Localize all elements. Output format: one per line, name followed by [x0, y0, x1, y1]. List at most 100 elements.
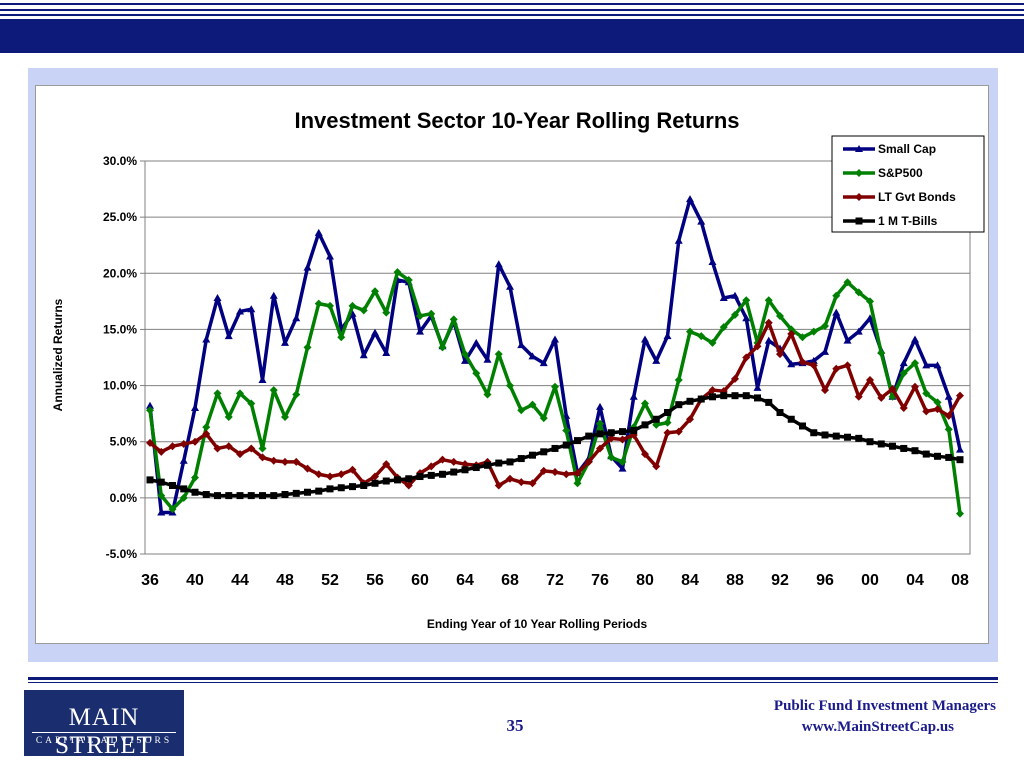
- data-point-1-m-t-bills: [709, 393, 716, 401]
- data-point-lt-gvt-bonds: [314, 470, 323, 479]
- data-point-s-p500: [764, 296, 773, 305]
- logo-rule: [32, 732, 176, 733]
- data-point-s-p500: [731, 310, 739, 319]
- data-point-s-p500: [933, 398, 942, 407]
- data-point-lt-gvt-bonds: [854, 392, 863, 401]
- header-band: [0, 19, 1024, 53]
- data-point-small-cap: [652, 356, 661, 364]
- data-point-s-p500: [236, 389, 244, 398]
- data-point-1-m-t-bills: [472, 464, 480, 472]
- data-point-1-m-t-bills: [686, 397, 694, 405]
- data-point-lt-gvt-bonds: [821, 386, 829, 395]
- data-point-s-p500: [281, 413, 289, 422]
- data-point-small-cap: [764, 336, 773, 344]
- data-point-1-m-t-bills: [202, 490, 210, 498]
- data-point-small-cap: [753, 383, 762, 391]
- data-point-s-p500: [157, 491, 166, 500]
- legend-marker-s-p500: [855, 169, 863, 177]
- data-point-1-m-t-bills: [551, 444, 559, 452]
- data-point-s-p500: [224, 413, 233, 422]
- data-point-1-m-t-bills: [675, 401, 683, 409]
- y-tick-label: 20.0%: [103, 266, 137, 280]
- x-tick-label: 60: [411, 572, 429, 589]
- data-point-1-m-t-bills: [506, 458, 514, 466]
- data-point-lt-gvt-bonds: [539, 466, 548, 475]
- data-point-s-p500: [483, 390, 492, 399]
- x-tick-label: 84: [681, 572, 699, 589]
- data-point-s-p500: [168, 505, 177, 514]
- data-point-s-p500: [247, 399, 256, 408]
- data-point-lt-gvt-bonds: [292, 457, 301, 466]
- data-point-1-m-t-bills: [529, 451, 536, 459]
- data-point-1-m-t-bills: [945, 453, 953, 461]
- data-point-small-cap: [899, 359, 908, 367]
- data-point-s-p500: [303, 343, 312, 352]
- data-point-lt-gvt-bonds: [326, 472, 334, 481]
- data-point-s-p500: [359, 306, 368, 315]
- data-point-lt-gvt-bonds: [461, 460, 469, 469]
- data-point-1-m-t-bills: [934, 452, 941, 460]
- data-point-lt-gvt-bonds: [764, 318, 773, 327]
- x-tick-label: 40: [186, 572, 204, 589]
- data-point-1-m-t-bills: [247, 492, 255, 500]
- website-link[interactable]: www.MainStreetCap.us: [801, 719, 954, 735]
- data-point-s-p500: [382, 308, 391, 317]
- data-point-1-m-t-bills: [450, 468, 458, 476]
- data-point-s-p500: [213, 389, 222, 398]
- data-point-s-p500: [596, 419, 604, 428]
- data-point-s-p500: [258, 444, 267, 453]
- data-point-lt-gvt-bonds: [956, 391, 964, 400]
- data-point-lt-gvt-bonds: [494, 481, 503, 490]
- data-point-small-cap: [731, 291, 739, 299]
- data-point-1-m-t-bills: [157, 478, 165, 486]
- chart-frame: [35, 85, 989, 644]
- data-point-small-cap: [213, 293, 222, 301]
- data-point-1-m-t-bills: [461, 466, 469, 474]
- data-point-small-cap: [528, 352, 537, 360]
- x-tick-label: 68: [501, 572, 519, 589]
- data-point-small-cap: [506, 282, 514, 290]
- data-point-1-m-t-bills: [259, 492, 266, 500]
- data-point-small-cap: [359, 351, 368, 359]
- data-point-1-m-t-bills: [495, 459, 503, 467]
- data-point-lt-gvt-bonds: [832, 364, 841, 373]
- data-point-1-m-t-bills: [405, 475, 413, 483]
- data-point-s-p500: [911, 359, 919, 368]
- data-point-1-m-t-bills: [607, 429, 615, 437]
- data-point-1-m-t-bills: [821, 431, 829, 439]
- data-point-lt-gvt-bonds: [236, 450, 244, 459]
- data-point-small-cap: [483, 355, 492, 363]
- data-point-1-m-t-bills: [765, 398, 773, 406]
- data-point-lt-gvt-bonds: [371, 472, 379, 481]
- data-point-small-cap: [911, 335, 919, 343]
- data-point-small-cap: [686, 195, 694, 203]
- company-name: Public Fund Investment Managers: [773, 698, 996, 714]
- data-point-s-p500: [269, 386, 278, 395]
- data-point-1-m-t-bills: [731, 392, 739, 400]
- data-point-lt-gvt-bonds: [607, 434, 616, 443]
- data-point-small-cap: [292, 314, 301, 322]
- data-point-lt-gvt-bonds: [382, 460, 391, 469]
- data-point-small-cap: [517, 341, 526, 349]
- data-point-lt-gvt-bonds: [596, 444, 604, 453]
- data-point-s-p500: [404, 276, 413, 285]
- data-point-1-m-t-bills: [922, 450, 930, 458]
- data-point-small-cap: [494, 260, 503, 268]
- data-point-1-m-t-bills: [270, 492, 278, 500]
- data-point-1-m-t-bills: [315, 487, 323, 495]
- data-point-lt-gvt-bonds: [191, 437, 199, 446]
- data-point-s-p500: [461, 350, 469, 359]
- data-point-lt-gvt-bonds: [888, 384, 897, 393]
- data-point-small-cap: [809, 356, 818, 364]
- data-point-s-p500: [944, 425, 953, 434]
- data-point-1-m-t-bills: [742, 392, 750, 400]
- data-point-small-cap: [708, 258, 717, 266]
- data-point-small-cap: [202, 335, 211, 343]
- data-point-1-m-t-bills: [799, 422, 806, 430]
- data-point-lt-gvt-bonds: [922, 407, 931, 416]
- data-point-lt-gvt-bonds: [731, 374, 739, 383]
- data-point-lt-gvt-bonds: [506, 474, 514, 483]
- data-point-s-p500: [573, 479, 582, 488]
- data-point-1-m-t-bills: [652, 415, 660, 423]
- data-point-s-p500: [742, 296, 751, 305]
